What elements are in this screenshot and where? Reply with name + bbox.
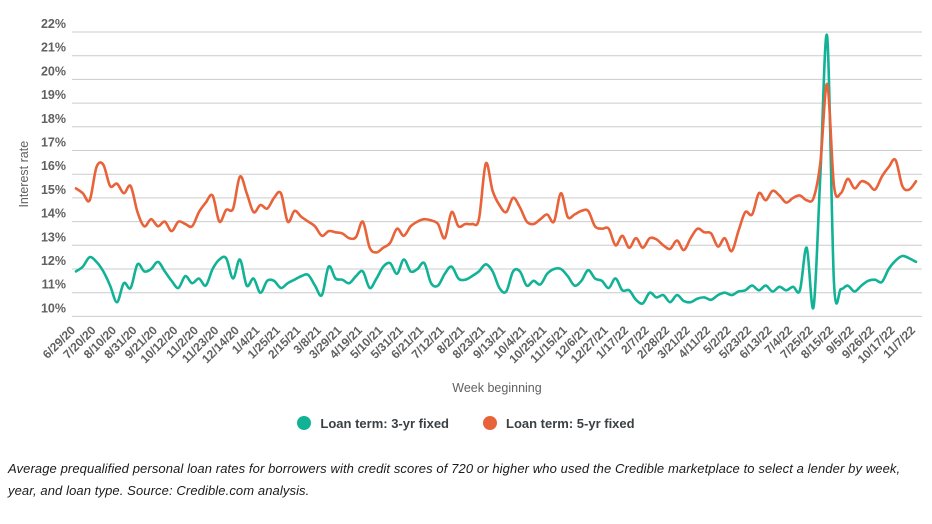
series-line-5yr[interactable]: [74, 82, 918, 254]
legend-item-5yr-fixed[interactable]: Loan term: 5-yr fixed: [483, 416, 635, 431]
y-tick-label: 18%: [41, 112, 66, 126]
y-tick-label: 20%: [41, 64, 66, 78]
y-tick-label: 11%: [42, 278, 66, 292]
chart-caption: Average prequalified personal loan rates…: [8, 461, 901, 499]
y-tick-label: 13%: [41, 230, 66, 244]
y-tick-label: 19%: [41, 88, 66, 102]
legend-label-3yr: Loan term: 3-yr fixed: [320, 415, 449, 431]
chart-canvas: 10%11%12%13%14%15%16%17%18%19%20%21%22%6…: [17, 17, 922, 395]
y-tick-label: 10%: [41, 301, 66, 315]
legend-dot-5yr-icon: [483, 416, 497, 430]
y-axis-title: Interest rate: [17, 141, 31, 208]
legend-item-3yr-fixed[interactable]: Loan term: 3-yr fixed: [297, 416, 449, 431]
legend-dot-3yr-icon: [297, 416, 312, 430]
y-tick-label: 22%: [41, 17, 66, 31]
y-tick-label: 16%: [41, 159, 66, 173]
series-line-3yr[interactable]: [74, 33, 918, 310]
y-tick-label: 15%: [41, 183, 66, 197]
x-axis-title: Week beginning: [452, 381, 541, 395]
y-tick-label: 14%: [41, 207, 66, 221]
y-tick-label: 21%: [41, 41, 66, 55]
y-tick-label: 17%: [41, 136, 66, 150]
legend: Loan term: 3-yr fixed Loan term: 5-yr fi…: [0, 408, 932, 438]
legend-label-5yr: Loan term: 5-yr fixed: [506, 415, 635, 431]
y-tick-label: 12%: [41, 254, 66, 268]
rate-line-chart: 10% 11% 12% 13% 14% 15% 16% 17% 18% 19% 20% 21% 22% 6…: [17, 17, 922, 395]
